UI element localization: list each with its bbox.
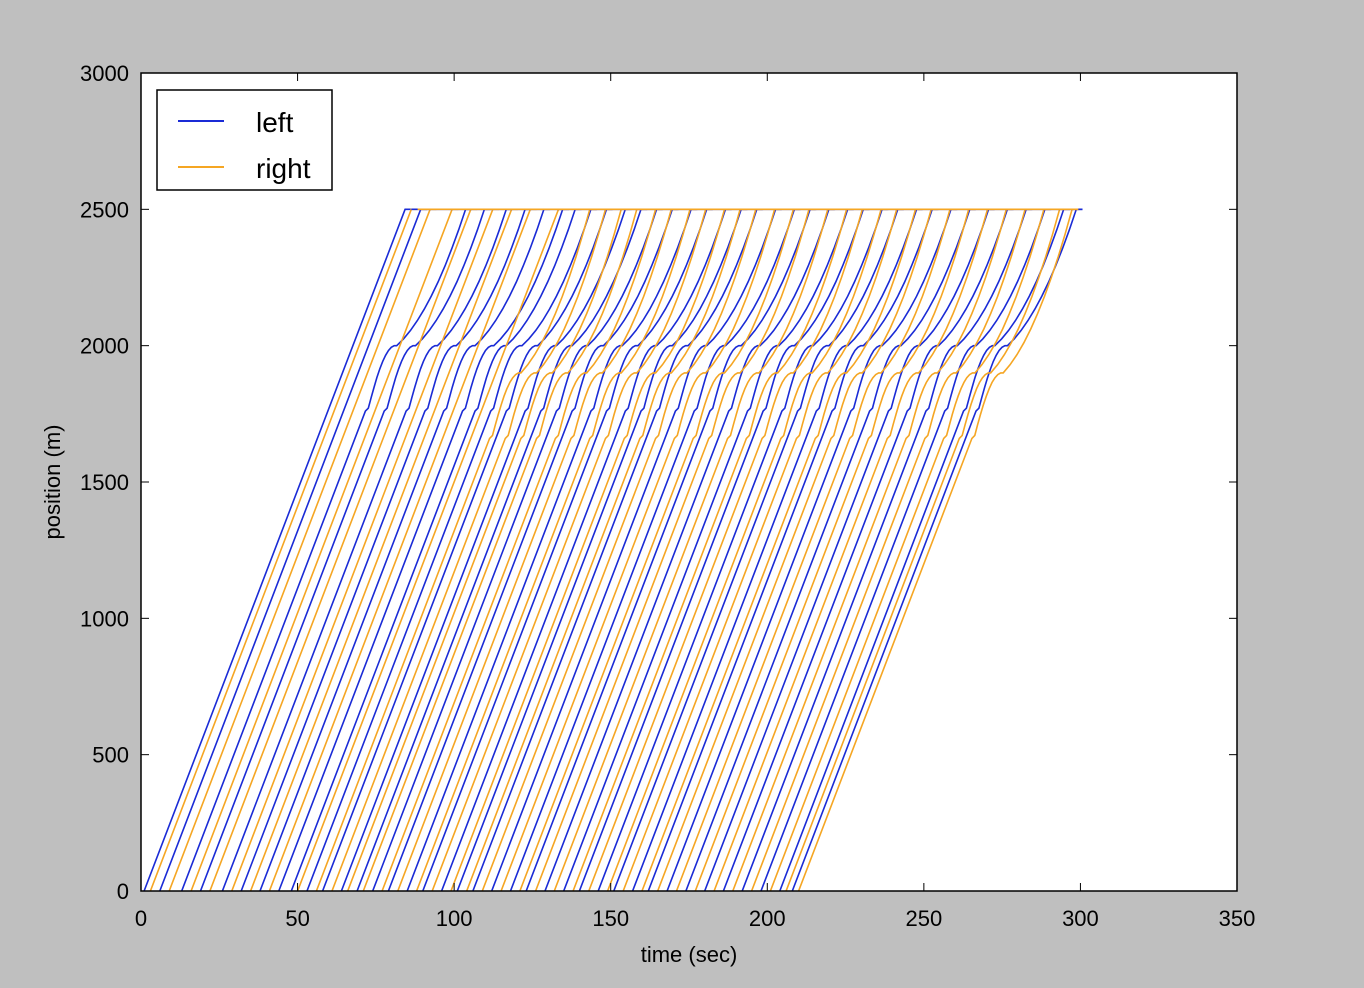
legend: left right [156, 89, 333, 191]
y-tick-label: 1000 [80, 606, 129, 631]
trajectory-line-right [622, 208, 903, 892]
trajectory-line-left [321, 208, 613, 892]
x-tick-label: 200 [749, 906, 786, 931]
trajectory-line-right [641, 208, 922, 892]
trajectory-line-right [785, 208, 1066, 892]
trajectory-line-right [381, 208, 662, 892]
trajectory-line-right [572, 208, 853, 892]
x-tick-label: 350 [1219, 906, 1256, 931]
trajectory-line-right [606, 208, 888, 892]
y-axis: 0 500 1000 1500 2000 2500 3000 [80, 61, 1237, 904]
trajectory-line-left [306, 208, 598, 892]
trajectory-line-right [315, 208, 597, 892]
trajectory-line-right [656, 208, 938, 892]
trajectory-line-right [750, 208, 1032, 892]
x-tick-label: 100 [436, 906, 473, 931]
legend-label-right: right [256, 153, 311, 184]
series-lines [143, 208, 1083, 892]
trajectory-line-right [553, 208, 835, 892]
x-axis-label: time (sec) [641, 942, 738, 967]
y-tick-label: 1500 [80, 470, 129, 495]
trajectory-line-right [519, 208, 800, 892]
trajectory-line-right [331, 208, 612, 892]
trajectory-line-right [713, 208, 994, 892]
y-tick-label: 3000 [80, 61, 129, 86]
x-tick-label: 50 [285, 906, 309, 931]
trajectory-line-right [465, 208, 747, 892]
y-axis-label: position (m) [40, 425, 65, 540]
trajectory-line-right [732, 208, 1013, 892]
trajectory-line-right [675, 208, 957, 892]
x-tick-label: 0 [135, 906, 147, 931]
trajectory-line-left [259, 208, 551, 892]
trajectory-line-left [180, 208, 472, 892]
trajectory-line-left [143, 208, 412, 892]
x-tick-label: 250 [905, 906, 942, 931]
trajectory-line-right [694, 208, 975, 892]
y-tick-label: 2500 [80, 197, 129, 222]
trajectory-line-right [346, 208, 628, 892]
trajectory-line-left [221, 208, 513, 892]
trajectory-line-right [500, 208, 781, 892]
trajectory-line-left [422, 208, 713, 892]
trajectory-line-left [240, 208, 532, 892]
trajectory-line-right [534, 208, 816, 892]
trajectory-line-left [387, 208, 679, 892]
trajectory-line-right [431, 208, 712, 892]
trajectory-line-left [278, 208, 569, 892]
y-tick-label: 500 [92, 743, 129, 768]
trajectory-line-left [613, 208, 904, 892]
trajectory-line-right [362, 208, 644, 892]
x-tick-label: 300 [1062, 906, 1099, 931]
trajectory-line-right [797, 208, 1079, 892]
trajectory-line-left [472, 208, 764, 892]
trajectory-line-left [456, 208, 748, 892]
trajectory-line-right [415, 208, 697, 892]
trajectory-line-right [450, 208, 731, 892]
trajectory-line-left [290, 208, 582, 892]
y-tick-label: 2000 [80, 334, 129, 359]
trajectory-line-right [588, 208, 869, 892]
trajectory-line-left [525, 208, 817, 892]
trajectory-line-left [578, 208, 870, 892]
trajectory-line-right [769, 208, 1051, 892]
x-tick-label: 150 [592, 906, 629, 931]
trajectory-line-left [647, 208, 939, 892]
trajectory-line-right [397, 208, 678, 892]
trajectory-line-right [481, 208, 763, 892]
y-tick-label: 0 [117, 879, 129, 904]
trajectory-line-left [199, 208, 491, 892]
legend-box [156, 89, 333, 191]
x-axis: 0 50 100 150 200 250 300 350 [135, 73, 1255, 931]
legend-label-left: left [256, 107, 294, 138]
